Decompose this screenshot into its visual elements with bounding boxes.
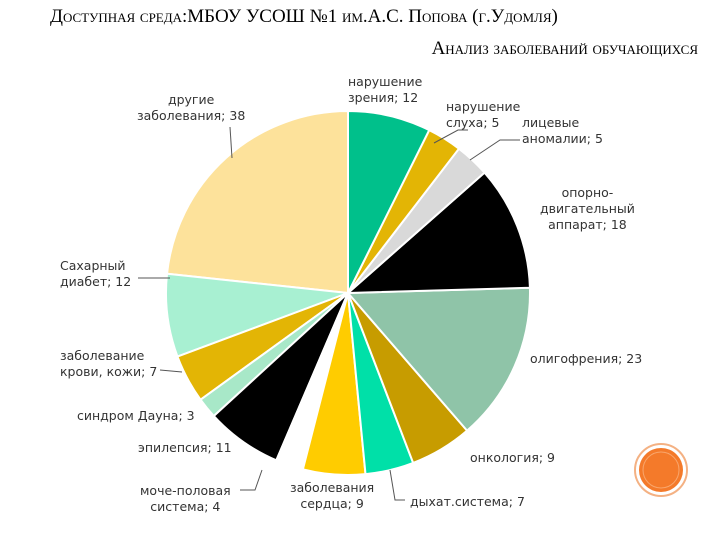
data-label: олигофрения; 23 <box>530 351 643 366</box>
pie-slice <box>345 286 531 433</box>
leader-line <box>389 469 405 501</box>
pie-slice <box>347 109 431 294</box>
leader-lines <box>138 126 520 501</box>
decoration <box>634 443 688 497</box>
data-label: нарушение зрения; 12 <box>348 74 423 105</box>
pie-slice <box>165 109 349 295</box>
data-label: моче-половая система; 4 <box>140 483 231 514</box>
leader-line <box>240 469 263 491</box>
data-label: заболевание крови, кожи; 7 <box>60 348 158 379</box>
chart-subtitle: Анализ заболеваний обучающихся <box>431 38 698 59</box>
data-label: Сахарный диабет; 12 <box>60 258 132 289</box>
data-label: синдром Дауна; 3 <box>77 408 195 423</box>
data-label: другие заболевания; 38 <box>137 92 246 123</box>
leader-line <box>469 139 520 161</box>
leader-line <box>159 369 183 373</box>
data-label: лицевые аномалии; 5 <box>522 115 603 146</box>
data-label: эпилепсия; 11 <box>138 440 232 455</box>
data-label: опорно- двигательный аппарат; 18 <box>540 185 635 232</box>
data-label: нарушение слуха; 5 <box>446 99 521 130</box>
data-label: дыхат.система; 7 <box>410 494 525 509</box>
pie-slice <box>345 171 531 295</box>
chart-title: Доступная среда:МБОУ УСОШ №1 им.А.С. Поп… <box>50 6 558 27</box>
data-label: онкология; 9 <box>470 450 556 465</box>
data-label: заболевания сердца; 9 <box>290 480 375 511</box>
leader-line <box>229 126 233 159</box>
leader-line <box>433 129 468 144</box>
